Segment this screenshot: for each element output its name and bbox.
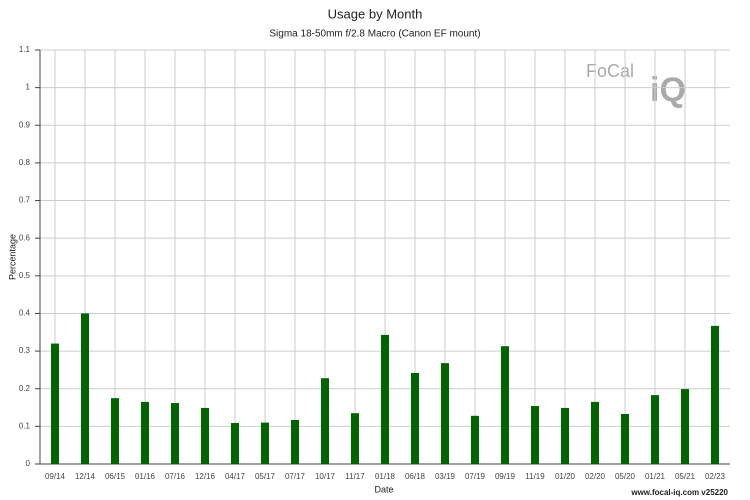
bar xyxy=(681,389,689,464)
bar xyxy=(381,334,389,464)
bar xyxy=(51,343,59,464)
x-axis-label: Date xyxy=(374,484,393,494)
bar xyxy=(621,413,629,464)
x-tick-label: 12/14 xyxy=(75,472,96,481)
bar xyxy=(411,372,419,464)
bar xyxy=(141,401,149,464)
logo-text: iQ xyxy=(650,71,686,109)
y-tick-label: 0.5 xyxy=(19,271,31,280)
x-tick-label: 10/17 xyxy=(315,472,336,481)
x-tick-label: 02/20 xyxy=(585,472,606,481)
x-tick-label: 02/23 xyxy=(705,472,726,481)
logo-text: FoCal xyxy=(586,61,634,81)
x-tick-label: 07/16 xyxy=(165,472,186,481)
y-tick-label: 0.1 xyxy=(19,421,31,430)
y-tick-label: 0.7 xyxy=(19,196,31,205)
footer: www.focal-iq.com v25220 xyxy=(630,488,728,497)
bar xyxy=(81,313,89,464)
y-tick-label: 0.9 xyxy=(19,120,31,129)
x-tick-label: 06/18 xyxy=(405,472,426,481)
bar xyxy=(171,403,179,464)
y-axis-label: Percentage xyxy=(7,234,17,280)
bar xyxy=(231,422,239,464)
bar xyxy=(651,395,659,464)
x-tick-label: 12/16 xyxy=(195,472,216,481)
x-tick-label: 07/17 xyxy=(285,472,306,481)
x-tick-label: 03/19 xyxy=(435,472,456,481)
chart-title: Usage by Month xyxy=(328,6,423,21)
x-tick-label: 07/19 xyxy=(465,472,486,481)
bar xyxy=(351,413,359,464)
x-tick-label: 01/21 xyxy=(645,472,666,481)
bar xyxy=(261,422,269,464)
bar xyxy=(561,407,569,464)
y-tick-label: 0 xyxy=(26,459,31,468)
bar xyxy=(201,407,209,464)
x-tick-label: 11/17 xyxy=(345,472,365,481)
y-tick-label: 0.2 xyxy=(19,384,31,393)
bar xyxy=(111,398,119,464)
x-tick-label: 06/15 xyxy=(105,472,126,481)
bar xyxy=(531,406,539,464)
y-tick-label: 0.8 xyxy=(19,158,31,167)
x-tick-label: 05/17 xyxy=(255,472,276,481)
y-tick-label: 1 xyxy=(26,83,31,92)
x-tick-label: 01/18 xyxy=(375,472,396,481)
x-tick-label: 04/17 xyxy=(225,472,246,481)
x-tick-label: 09/14 xyxy=(45,472,66,481)
y-tick-label: 0.3 xyxy=(19,346,31,355)
bar xyxy=(591,401,599,464)
x-tick-label: 05/21 xyxy=(675,472,696,481)
x-tick-label: 05/20 xyxy=(615,472,636,481)
bar xyxy=(441,363,449,464)
chart-subtitle: Sigma 18-50mm f/2.8 Macro (Canon EF moun… xyxy=(269,29,480,40)
x-tick-label: 11/19 xyxy=(525,472,545,481)
y-tick-label: 0.6 xyxy=(19,233,31,242)
bar xyxy=(501,346,509,464)
x-tick-label: 09/19 xyxy=(495,472,516,481)
y-tick-label: 0.4 xyxy=(19,309,31,318)
bar xyxy=(291,419,299,464)
bar xyxy=(711,325,719,464)
y-tick-label: 1.1 xyxy=(19,45,31,54)
x-tick-label: 01/16 xyxy=(135,472,156,481)
bar xyxy=(321,378,329,464)
x-tick-label: 01/20 xyxy=(555,472,576,481)
bar xyxy=(471,415,479,464)
